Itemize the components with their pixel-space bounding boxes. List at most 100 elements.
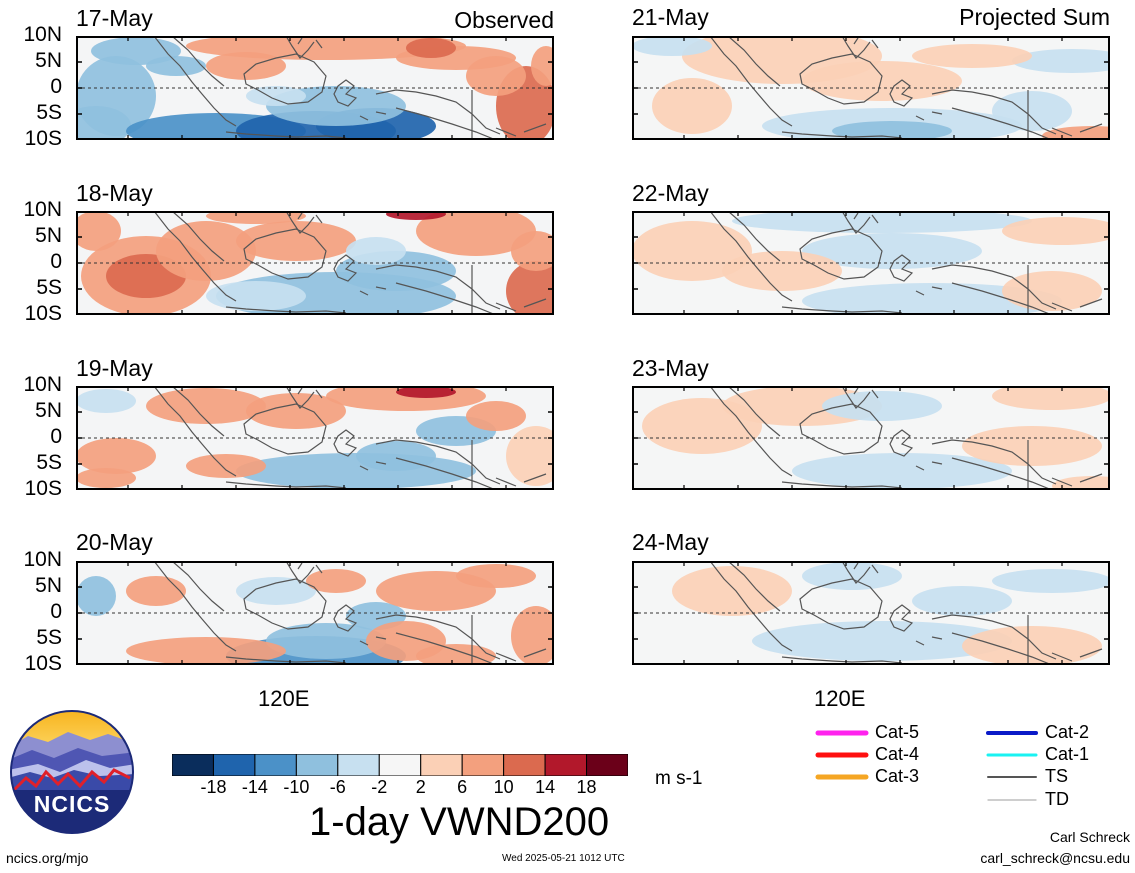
wind-anomaly-shading (236, 453, 476, 489)
wind-anomaly-shading (416, 211, 536, 256)
lat-label: 5N (35, 49, 62, 72)
wind-anomaly-shading (76, 211, 121, 251)
wind-anomaly-shading (632, 221, 752, 281)
wind-anomaly-shading (76, 438, 156, 474)
coastline (931, 439, 1057, 485)
coastline (853, 387, 879, 399)
map-panel-observed-2 (76, 211, 554, 315)
legend-label-cat4: Cat-4 (875, 744, 920, 764)
lat-label: 5S (36, 101, 62, 124)
wind-anomaly-shading (466, 401, 526, 431)
wind-anomaly-shading (246, 86, 306, 106)
wind-anomaly-shading (531, 46, 554, 86)
legend-label-cat2: Cat-2 (1045, 722, 1090, 742)
coastline (799, 228, 883, 280)
map-panel-observed-4 (76, 561, 554, 665)
lat-label: 10S (24, 127, 62, 150)
legend-label-cat1: Cat-1 (1045, 744, 1090, 764)
footer-email[interactable]: carl_schreck@ncsu.edu (980, 850, 1130, 866)
coastline (359, 286, 387, 296)
footer-timestamp: Wed 2025-05-21 1012 UTC (502, 853, 625, 864)
wind-anomaly-shading (632, 36, 712, 56)
coastline (727, 211, 781, 262)
coastline (171, 36, 225, 87)
wind-anomaly-shading (146, 388, 266, 424)
lat-label: 10S (24, 652, 62, 675)
panel-date: 17-May (76, 5, 153, 31)
colorbar-swatch (295, 754, 339, 776)
coastline (359, 461, 387, 471)
lat-label: 0 (50, 250, 62, 273)
colorbar-tick-label: -10 (283, 777, 310, 797)
wind-anomaly-shading (206, 281, 306, 311)
wind-anomaly-shading (652, 78, 732, 134)
wind-anomaly-shading (1002, 271, 1102, 311)
coastline (333, 254, 358, 282)
coastline (395, 282, 497, 315)
legend-label-td: TD (1045, 789, 1069, 809)
map-panel-projected-3 (632, 386, 1110, 490)
wind-anomaly-shading (752, 621, 1012, 661)
coastline (931, 89, 1057, 135)
coastline (889, 604, 914, 632)
coastline (495, 648, 547, 662)
panel-date: 22-May (632, 180, 709, 206)
wind-anomaly-shading (511, 231, 554, 271)
wind-anomaly-shading (506, 426, 554, 486)
ncics-logo: NCICS (10, 710, 134, 834)
lat-label: 10S (24, 302, 62, 325)
wind-anomaly-shading (146, 56, 206, 76)
wind-anomaly-shading (506, 261, 554, 315)
colorbar-tick-label: 18 (576, 777, 597, 797)
coastline (841, 211, 871, 234)
coastline (243, 228, 327, 280)
panel-date: 18-May (76, 180, 153, 206)
wind-anomaly-shading (792, 453, 1012, 489)
footer-url[interactable]: ncics.org/mjo (6, 850, 89, 866)
coastline (931, 614, 1057, 660)
panel-date: 19-May (76, 355, 153, 381)
lat-label: 5N (35, 574, 62, 597)
colorbar-swatch (461, 754, 505, 776)
wind-anomaly-shading (466, 56, 526, 96)
colorbar-units: m s-1 (655, 768, 703, 789)
colorbar-tick-label: -2 (371, 777, 388, 797)
wind-anomaly-shading (406, 38, 456, 58)
colorbar-ticks: -18 -14 -10 -6 -2 2 6 10 14 18 (172, 778, 628, 800)
coastline (297, 212, 323, 224)
coastline (727, 386, 781, 437)
coastline (171, 386, 225, 437)
coastline (171, 211, 225, 262)
wind-anomaly-shading (206, 52, 286, 80)
colorbar-tick-label: 14 (535, 777, 556, 797)
wind-anomaly-shading (802, 233, 982, 269)
coastline (225, 306, 347, 314)
wind-anomaly-shading (236, 577, 316, 605)
coastline (243, 403, 327, 455)
coastline (889, 429, 914, 457)
coastline (915, 286, 943, 296)
panel-date: 23-May (632, 355, 709, 381)
wind-anomaly-shading (962, 626, 1102, 665)
coastline (915, 636, 943, 646)
wind-anomaly-shading (416, 644, 496, 665)
coastline (297, 387, 323, 399)
coastline (781, 481, 903, 489)
panel-tag-observed: Observed (454, 7, 554, 33)
coastline (951, 632, 1053, 665)
wind-anomaly-shading (912, 44, 1032, 68)
coastline (297, 562, 323, 574)
coastline (889, 79, 914, 107)
coastline (359, 636, 387, 646)
coastline (243, 578, 327, 630)
colorbar-swatch (420, 754, 463, 776)
coastline (297, 37, 323, 49)
wind-anomaly-shading (1042, 126, 1110, 140)
wind-anomaly-shading (992, 91, 1072, 131)
colorbar-swatch (586, 754, 628, 776)
wind-anomaly-shading (962, 426, 1102, 466)
colorbar-swatch (378, 754, 422, 776)
coastline (841, 561, 871, 584)
legend-label-cat3: Cat-3 (875, 766, 920, 786)
coastline (225, 131, 347, 139)
